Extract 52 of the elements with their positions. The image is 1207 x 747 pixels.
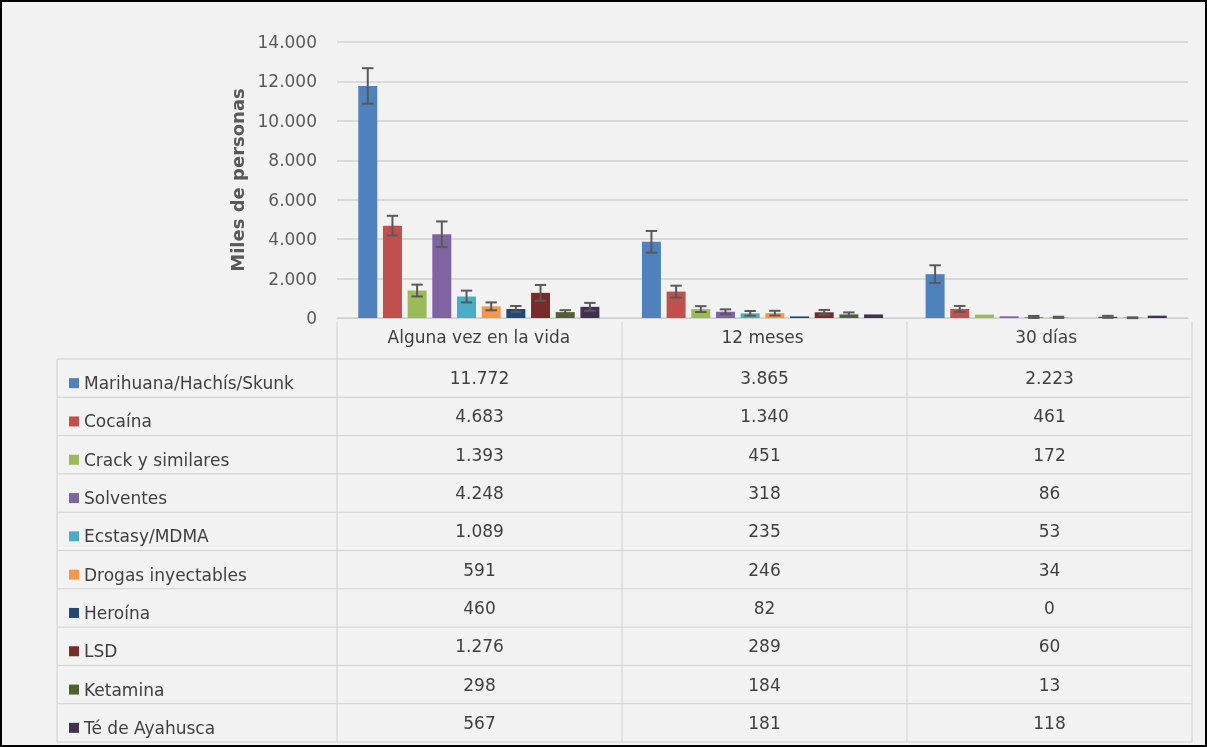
y-axis-title: Miles de personas: [227, 88, 249, 272]
legend-label: Ketamina: [84, 679, 165, 700]
data-label: 289: [748, 636, 781, 657]
y-tick-label: 0: [306, 308, 317, 328]
data-label: 1.340: [740, 406, 789, 427]
data-label: 460: [463, 597, 496, 618]
x-tick-label: 30 días: [1015, 326, 1078, 347]
data-label: 3.865: [740, 368, 789, 389]
data-label: 184: [748, 674, 781, 695]
data-label: 181: [748, 712, 781, 733]
data-label: 2.223: [1025, 368, 1074, 389]
data-label: 11.772: [449, 368, 510, 389]
x-tick-label: 12 meses: [721, 326, 804, 347]
data-label: 1.089: [455, 521, 504, 542]
data-label: 567: [463, 712, 496, 733]
legend-label: Té de Ayahusca: [83, 717, 216, 738]
data-label: 0: [1044, 597, 1055, 618]
data-label: 1.393: [455, 444, 504, 465]
y-tick-label: 14.000: [257, 32, 317, 52]
legend-label: Solventes: [84, 488, 168, 509]
data-label: 60: [1038, 636, 1061, 657]
data-label: 4.683: [455, 406, 504, 427]
data-label: 235: [748, 521, 781, 542]
data-label: 298: [463, 674, 496, 695]
legend-label: Heroína: [84, 602, 151, 623]
legend-label: Crack y similares: [84, 449, 230, 470]
legend-label: LSD: [84, 641, 118, 662]
data-label: 86: [1038, 483, 1061, 504]
legend-label: Ecstasy/MDMA: [84, 526, 210, 547]
data-label: 34: [1038, 559, 1061, 580]
data-label: 4.248: [455, 483, 504, 504]
data-label: 451: [748, 444, 781, 465]
y-tick-label: 8.000: [268, 150, 317, 171]
x-tick-label: Alguna vez en la vida: [387, 326, 571, 347]
data-label: 1.276: [455, 636, 504, 657]
data-label: 318: [748, 483, 781, 504]
data-label: 172: [1033, 444, 1066, 465]
data-label: 13: [1038, 674, 1061, 695]
y-tick-label: 4.000: [268, 229, 317, 250]
data-label: 118: [1033, 712, 1066, 733]
y-tick-label: 6.000: [268, 189, 317, 210]
y-tick-label: 12.000: [257, 71, 317, 92]
data-label: 461: [1033, 406, 1066, 427]
legend-label: Marihuana/Hachís/Skunk: [84, 373, 294, 394]
legend-label: Cocaína: [84, 411, 152, 432]
data-label: 591: [463, 559, 496, 580]
data-label: 53: [1038, 521, 1061, 542]
y-tick-label: 10.000: [257, 110, 317, 131]
data-label: 82: [753, 597, 776, 618]
legend-label: Drogas inyectables: [84, 564, 247, 585]
y-tick-label: 2.000: [268, 268, 317, 289]
data-label: 246: [748, 559, 781, 580]
